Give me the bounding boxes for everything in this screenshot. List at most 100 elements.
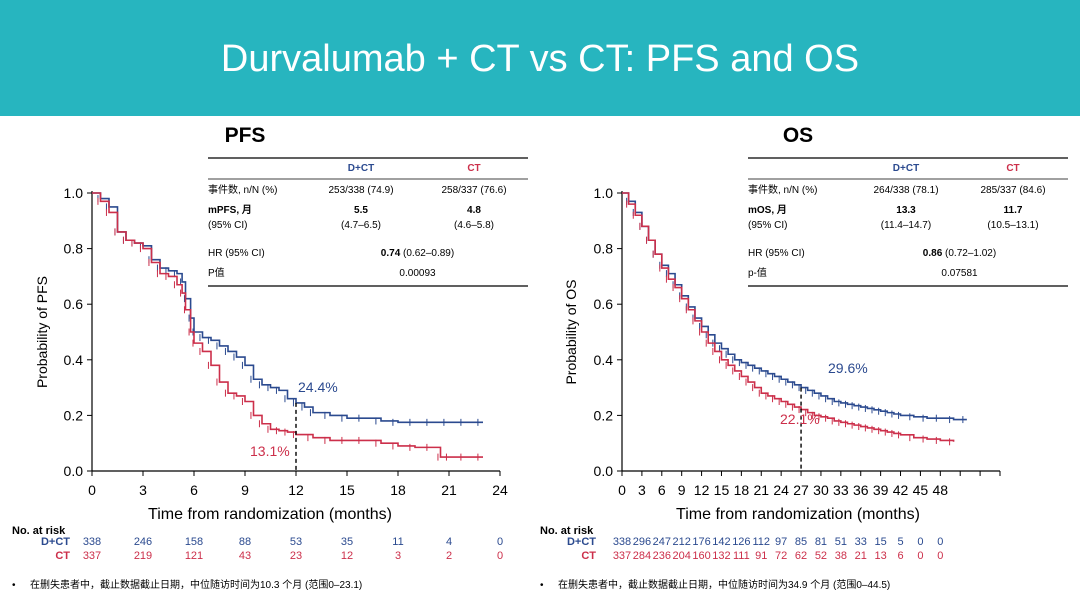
p1-risk-value: 0 [937, 550, 943, 562]
p1-annotation-ct: 22.1% [780, 411, 820, 427]
p1-table-label: p-值 [748, 266, 767, 279]
p1-risk-value: 160 [692, 550, 710, 562]
p1-hr-estimate: 0.86 [923, 248, 943, 259]
p1-table-p-value: 0.07581 [941, 268, 978, 279]
p0-x-tick-label: 21 [441, 482, 457, 498]
p0-risk-value: 337 [83, 550, 101, 562]
p1-x-tick-label: 3 [638, 482, 646, 498]
p0-risk-value: 35 [341, 536, 353, 548]
p1-risk-value: 284 [633, 550, 651, 562]
p0-table-header-dct: D+CT [348, 163, 374, 174]
p1-table-cell: 264/338 (78.1) [873, 185, 938, 196]
p1-x-tick-label: 36 [853, 482, 869, 498]
p1-table-header-dct: D+CT [893, 163, 919, 174]
p0-risk-value: 3 [395, 550, 401, 562]
p1-y-tick-label: 0.6 [594, 296, 614, 312]
p1-risk-label: CT [581, 550, 596, 562]
p0-risk-value: 53 [290, 536, 302, 548]
p1-x-tick-label: 0 [618, 482, 626, 498]
p0-table-label: mPFS, 月 [208, 204, 252, 216]
p0-x-axis-label: Time from randomization (months) [148, 506, 392, 523]
p0-risk-value: 0 [497, 536, 503, 548]
p1-y-tick-label: 0.0 [594, 463, 614, 479]
p1-risk-label: D+CT [567, 536, 596, 548]
p0-risk-value: 219 [134, 550, 152, 562]
p1-hr-ci: (0.72–1.02) [942, 248, 996, 259]
p1-risk-value: 338 [613, 536, 631, 548]
p0-risk-label: CT [55, 550, 70, 562]
slide-title: Durvalumab + CT vs CT: PFS and OS [220, 38, 860, 80]
p1-risk-value: 236 [653, 550, 671, 562]
p1-risk-value: 247 [653, 536, 671, 548]
p1-risk-value: 51 [835, 536, 847, 548]
p1-risk-value: 38 [835, 550, 847, 562]
p0-series-line-dct [92, 192, 483, 424]
p0-hr-ci: (0.62–0.89) [400, 248, 454, 259]
p1-x-tick-label: 42 [893, 482, 909, 498]
p0-risk-value: 23 [290, 550, 302, 562]
p0-x-tick-label: 9 [241, 482, 249, 498]
p1-panel-title: OS [783, 124, 813, 147]
p1-table-hr-value: 0.86 (0.72–1.02) [923, 248, 996, 259]
p0-risk-label: D+CT [41, 536, 70, 548]
p1-risk-value: 337 [613, 550, 631, 562]
p0-x-tick-label: 0 [88, 482, 96, 498]
p1-x-tick-label: 45 [913, 482, 929, 498]
p1-table-cell: (10.5–13.1) [987, 220, 1038, 231]
p1-table-cell: 285/337 (84.6) [980, 185, 1045, 196]
p0-risk-value: 121 [185, 550, 203, 562]
p1-x-tick-label: 21 [753, 482, 769, 498]
p1-y-axis-label: Probability of OS [563, 279, 579, 384]
p1-footnote: 在删失患者中，截止数据截止日期，中位随访时间为34.9 个月 (范围0–44.5… [558, 578, 890, 591]
p1-x-tick-label: 33 [833, 482, 849, 498]
p1-risk-value: 6 [897, 550, 903, 562]
p1-table-header-ct: CT [1006, 163, 1019, 174]
p0-series-line-ct [92, 192, 483, 458]
p0-table-hr-value: 0.74 (0.62–0.89) [381, 248, 454, 259]
p0-table-header-ct: CT [467, 163, 480, 174]
p1-risk-value: 296 [633, 536, 651, 548]
p1-risk-value: 142 [712, 536, 730, 548]
p0-x-tick-label: 12 [288, 482, 304, 498]
p1-risk-value: 132 [712, 550, 730, 562]
p0-y-tick-label: 0.8 [64, 241, 84, 257]
p0-risk-value: 338 [83, 536, 101, 548]
p0-x-tick-label: 24 [492, 482, 508, 498]
p1-risk-value: 97 [775, 536, 787, 548]
p0-risk-value: 11 [392, 536, 403, 548]
p1-risk-value: 81 [815, 536, 827, 548]
p1-risk-value: 21 [855, 550, 867, 562]
p1-risk-value: 111 [733, 550, 750, 562]
p1-x-tick-label: 30 [813, 482, 829, 498]
p0-risk-value: 12 [341, 550, 353, 562]
p1-y-tick-label: 0.2 [594, 407, 614, 423]
p0-x-tick-label: 18 [390, 482, 406, 498]
p1-risk-value: 62 [795, 550, 807, 562]
p1-table-cell: 11.7 [1004, 205, 1023, 216]
p0-risk-value: 158 [185, 536, 203, 548]
p1-x-axis-label: Time from randomization (months) [676, 506, 920, 523]
p1-risk-value: 15 [875, 536, 887, 548]
p1-table-label: HR (95% CI) [748, 248, 805, 259]
p1-y-tick-label: 1.0 [594, 185, 614, 201]
p1-risk-value: 126 [732, 536, 750, 548]
p1-risk-value: 91 [755, 550, 767, 562]
p1-table-label: 事件数, n/N (%) [748, 183, 817, 196]
p1-risk-value: 212 [673, 536, 691, 548]
p1-risk-value: 0 [917, 536, 923, 548]
p0-table-cell: 258/337 (76.6) [441, 185, 506, 196]
p1-risk-title: No. at risk [540, 525, 594, 537]
p1-table-label: mOS, 月 [748, 204, 787, 216]
p1-risk-value: 112 [752, 536, 770, 548]
p1-y-tick-label: 0.4 [594, 352, 614, 368]
p1-x-tick-label: 48 [933, 482, 949, 498]
p0-risk-value: 88 [239, 536, 251, 548]
p0-footnote-bullet: • [12, 580, 16, 591]
p1-x-tick-label: 6 [658, 482, 666, 498]
p1-table-cell: 13.3 [896, 205, 916, 216]
p0-y-tick-label: 0.6 [64, 296, 84, 312]
p1-risk-value: 33 [855, 536, 867, 548]
p1-x-tick-label: 24 [773, 482, 789, 498]
p1-risk-value: 72 [775, 550, 787, 562]
